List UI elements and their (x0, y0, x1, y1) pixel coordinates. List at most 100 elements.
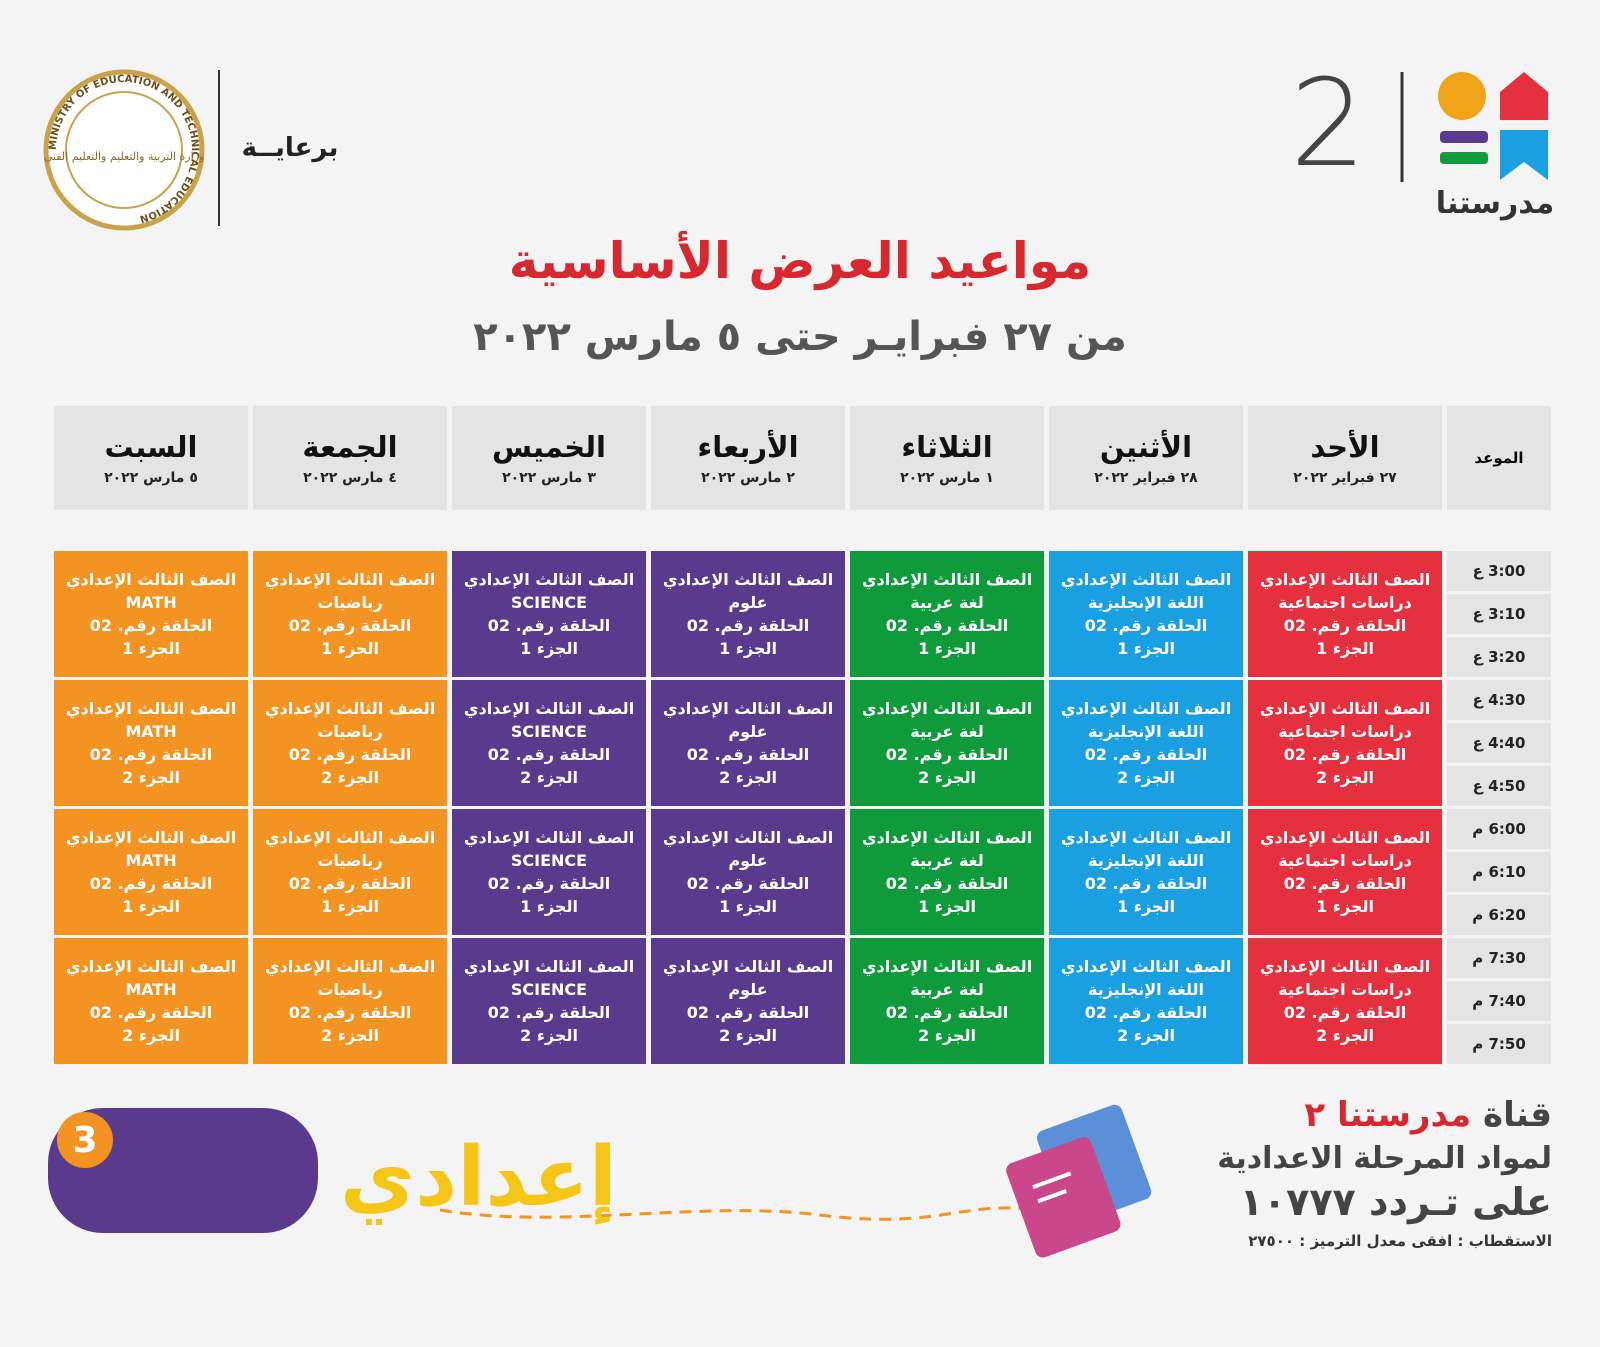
program-episode: الحلقة رقم. 02 (1283, 616, 1407, 635)
logo-name: مدرستنا (1435, 186, 1555, 221)
program-cell: الصف الثالث الإعدادي MATH الحلقة رقم. 02 ال… (54, 680, 248, 806)
program-cell: الصف الثالث الإعدادي دراسات اجتماعية الحلق… (1248, 809, 1442, 935)
time-slot: 6:20 م (1447, 895, 1551, 935)
day-header: الأحد ٢٧ فبراير ٢٠٢٢ (1248, 406, 1442, 510)
time-slot: 6:00 م (1447, 809, 1551, 849)
program-part: الجزء 2 (918, 768, 976, 787)
program-grade: الصف الثالث الإعدادي (662, 570, 834, 589)
badge-number: 3 (72, 1120, 97, 1161)
program-part: الجزء 2 (520, 768, 578, 787)
program-grade: الصف الثالث الإعدادي (264, 699, 436, 718)
program-part: الجزء 2 (520, 1026, 578, 1045)
program-grade: الصف الثالث الإعدادي (1060, 699, 1232, 718)
program-grade: الصف الثالث الإعدادي (1060, 957, 1232, 976)
program-episode: الحلقة رقم. 02 (1283, 874, 1407, 893)
footer-line: لمواد المرحلة الاعدادية (1217, 1141, 1552, 1176)
program-part: الجزء 2 (122, 768, 180, 787)
program-episode: الحلقة رقم. 02 (686, 616, 810, 635)
program-subject: لغة عربية (910, 980, 984, 999)
day-name: الخميس (491, 430, 606, 464)
program-subject: اللغة الإنجليزية (1088, 851, 1204, 870)
program-episode: الحلقة رقم. 02 (1283, 745, 1407, 764)
program-episode: الحلقة رقم. 02 (487, 745, 611, 764)
program-cell: الصف الثالث الإعدادي اللغة الإنجليزية الحل… (1049, 551, 1243, 677)
day-header: السبت ٥ مارس ٢٠٢٢ (54, 406, 248, 510)
program-episode: الحلقة رقم. 02 (89, 616, 213, 635)
program-subject: اللغة الإنجليزية (1088, 722, 1204, 741)
program-grade: الصف الثالث الإعدادي (264, 570, 436, 589)
day-header: الجمعة ٤ مارس ٢٠٢٢ (253, 406, 447, 510)
program-grade: الصف الثالث الإعدادي (65, 570, 237, 589)
program-episode: الحلقة رقم. 02 (686, 874, 810, 893)
program-subject: MATH (125, 980, 177, 999)
program-subject: رياضيات (317, 851, 383, 870)
program-subject: لغة عربية (910, 851, 984, 870)
program-subject: اللغة الإنجليزية (1088, 980, 1204, 999)
time-slot: 7:50 م (1447, 1024, 1551, 1064)
program-cell: الصف الثالث الإعدادي اللغة الإنجليزية الحل… (1049, 680, 1243, 806)
time-slot: 3:10 ع (1447, 594, 1551, 634)
program-subject: SCIENCE (510, 851, 588, 870)
program-cell: الصف الثالث الإعدادي علوم الحلقة رقم. 02 ال… (651, 680, 845, 806)
program-cell: الصف الثالث الإعدادي SCIENCE الحلقة رقم. 0… (452, 551, 646, 677)
seal-ring (43, 69, 205, 231)
program-cell: الصف الثالث الإعدادي لغة عربية الحلقة رقم.… (850, 680, 1044, 806)
day-name: الجمعة (302, 430, 398, 464)
day-date: ٢٨ فبراير ٢٠٢٢ (1094, 470, 1198, 486)
logo-number: 2 (1290, 55, 1367, 194)
program-grade: الصف الثالث الإعدادي (463, 570, 635, 589)
program-cell: الصف الثالث الإعدادي SCIENCE الحلقة رقم. 0… (452, 680, 646, 806)
program-cell: الصف الثالث الإعدادي رياضيات الحلقة رقم. 0… (253, 938, 447, 1064)
program-episode: الحلقة رقم. 02 (89, 745, 213, 764)
program-subject: رياضيات (317, 593, 383, 612)
program-part: الجزء 1 (719, 639, 777, 658)
program-episode: الحلقة رقم. 02 (89, 874, 213, 893)
seal-inner (65, 91, 183, 209)
program-cell: الصف الثالث الإعدادي علوم الحلقة رقم. 02 ال… (651, 938, 845, 1064)
program-episode: الحلقة رقم. 02 (487, 616, 611, 635)
program-part: الجزء 2 (122, 1026, 180, 1045)
day-header: الخميس ٣ مارس ٢٠٢٢ (452, 406, 646, 510)
program-subject: MATH (125, 593, 177, 612)
day-name: الثلاثاء (901, 430, 993, 464)
subtitle: من ٢٧ فبرايـر حتى ٥ مارس ٢٠٢٢ (473, 314, 1127, 360)
day-name: الأحد (1310, 430, 1380, 464)
time-slot: 7:30 م (1447, 938, 1551, 978)
program-part: الجزء 2 (1316, 768, 1374, 787)
program-part: الجزء 2 (321, 768, 379, 787)
program-part: الجزء 1 (719, 897, 777, 916)
program-part: الجزء 2 (719, 1026, 777, 1045)
program-part: الجزء 2 (1117, 1026, 1175, 1045)
program-episode: الحلقة رقم. 02 (288, 874, 412, 893)
program-subject: SCIENCE (510, 593, 588, 612)
program-grade: الصف الثالث الإعدادي (65, 699, 237, 718)
program-subject: دراسات اجتماعية (1278, 980, 1412, 999)
program-grade: الصف الثالث الإعدادي (662, 828, 834, 847)
program-subject: علوم (728, 593, 768, 612)
day-date: ٢٧ فبراير ٢٠٢٢ (1293, 470, 1397, 486)
badge-word: إعدادي (340, 1130, 617, 1226)
program-cell: الصف الثالث الإعدادي دراسات اجتماعية الحلق… (1248, 551, 1442, 677)
program-episode: الحلقة رقم. 02 (487, 874, 611, 893)
program-part: الجزء 1 (1316, 897, 1374, 916)
program-episode: الحلقة رقم. 02 (1084, 874, 1208, 893)
channel-prefix: قناة (1483, 1095, 1552, 1135)
program-part: الجزء 1 (122, 897, 180, 916)
program-episode: الحلقة رقم. 02 (1084, 745, 1208, 764)
day-name: السبت (104, 430, 198, 464)
time-slot: 7:40 م (1447, 981, 1551, 1021)
channel-name: مدرستنا ٢ (1304, 1095, 1472, 1135)
dashed-path (439, 1206, 1041, 1221)
book-line (1037, 1189, 1068, 1204)
program-grade: الصف الثالث الإعدادي (463, 957, 635, 976)
program-cell: الصف الثالث الإعدادي دراسات اجتماعية الحلق… (1248, 938, 1442, 1064)
program-episode: الحلقة رقم. 02 (1084, 1003, 1208, 1022)
footer-line: على تـردد ١٠٧٧٧ (1239, 1180, 1552, 1224)
program-cell: الصف الثالث الإعدادي علوم الحلقة رقم. 02 ال… (651, 551, 845, 677)
program-cell: الصف الثالث الإعدادي رياضيات الحلقة رقم. 0… (253, 551, 447, 677)
program-cell: الصف الثالث الإعدادي اللغة الإنجليزية الحل… (1049, 809, 1243, 935)
time-header: الموعد (1447, 406, 1551, 510)
program-part: الجزء 1 (520, 897, 578, 916)
program-part: الجزء 1 (918, 639, 976, 658)
